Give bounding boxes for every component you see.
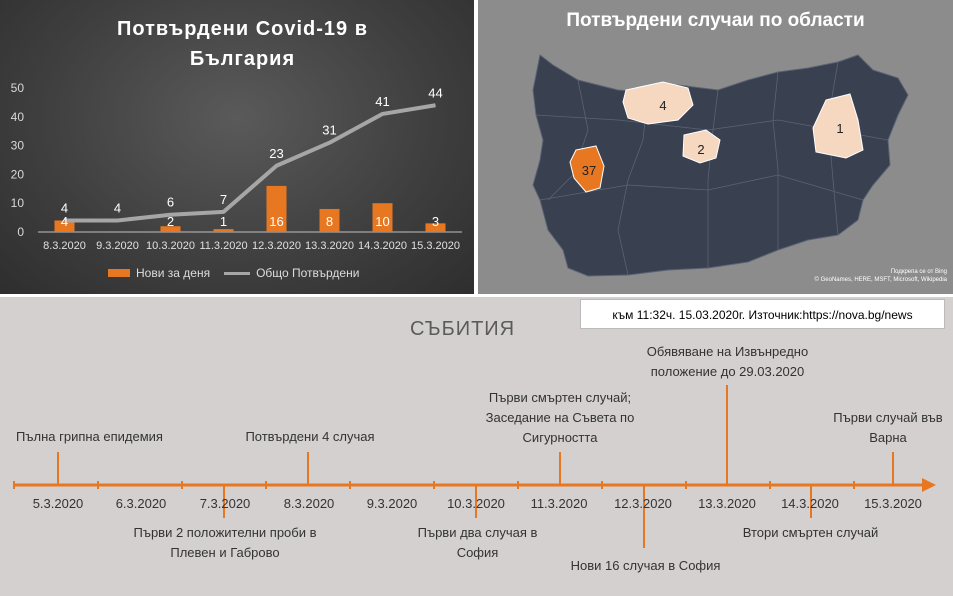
- map-label-pleven: 4: [659, 98, 666, 113]
- timeline-title: СЪБИТИЯ: [410, 318, 516, 340]
- new-data-label: 16: [269, 214, 283, 229]
- total-data-label: 44: [428, 85, 442, 100]
- x-tick-label: 15.3.2020: [411, 240, 460, 252]
- event-label: Първи 2 положителни проби в Плевен и Габ…: [133, 525, 317, 560]
- total-data-label: 6: [167, 195, 174, 210]
- map-panel: Потвърдени случаи по области 4 2 1 37 По…: [478, 0, 953, 294]
- map-credit-line1: Подкрепа се от Bing: [890, 269, 947, 275]
- legend-item-total: Общо Потвърдени: [224, 266, 359, 280]
- new-data-label: 3: [432, 214, 439, 229]
- legend-item-new: Нови за деня: [108, 266, 210, 280]
- region-sofia: [569, 145, 605, 193]
- y-tick-label: 40: [11, 110, 25, 124]
- bar-new-cases: [160, 226, 181, 232]
- x-tick-label: 8.3.2020: [43, 240, 86, 252]
- map-label-sofia: 37: [582, 163, 596, 178]
- event-label: Потвърдени 4 случая: [245, 429, 375, 444]
- region-varna: [812, 93, 864, 159]
- event-label: Първи два случая в София: [417, 525, 538, 560]
- timeline-date: 14.3.2020: [781, 496, 839, 511]
- timeline-date: 8.3.2020: [283, 496, 335, 511]
- x-tick-label: 14.3.2020: [358, 240, 407, 252]
- timeline-date: 13.3.2020: [698, 496, 756, 511]
- total-data-label: 31: [322, 123, 336, 138]
- bar-new-cases: [319, 208, 340, 232]
- timeline-date: 12.3.2020: [614, 496, 672, 511]
- timeline-date: 15.3.2020: [864, 496, 922, 511]
- new-data-label: 2: [167, 214, 174, 229]
- bar-new-cases: [425, 223, 446, 232]
- x-tick-label: 10.3.2020: [146, 240, 195, 252]
- new-data-label: 1: [220, 214, 227, 229]
- new-data-label: 4: [61, 214, 68, 229]
- new-data-label: 8: [326, 214, 333, 229]
- bar-new-cases: [372, 203, 393, 232]
- event-label: Нови 16 случая в София: [570, 558, 721, 573]
- region-gabrovo: [682, 129, 721, 164]
- map-credit-line2: © GeoNames, HERE, MSFT, Microsoft, Wikip…: [814, 277, 947, 283]
- bulgaria-map: 4 2 1 37: [532, 54, 909, 277]
- legend-swatch-bar: [108, 269, 130, 277]
- chart-title: Потвърдени Covid-19 в България: [116, 18, 369, 70]
- region-pleven: [622, 81, 694, 125]
- event-label: Втори смъртен случай: [742, 525, 879, 540]
- event-label: Първи смъртен случай; Заседание на Съвет…: [485, 390, 635, 445]
- bar-new-cases: [266, 185, 287, 232]
- y-tick-label: 0: [17, 225, 24, 239]
- source-note: към 11:32ч. 15.03.2020г. Източник:https:…: [580, 299, 945, 329]
- total-data-label: 7: [220, 192, 227, 207]
- chart-legend: Нови за деня Общо Потвърдени: [108, 266, 359, 280]
- timeline-date: 9.3.2020: [366, 496, 418, 511]
- timeline-date: 7.3.2020: [199, 496, 251, 511]
- map-title: Потвърдени случаи по области: [566, 10, 865, 31]
- legend-label-new: Нови за деня: [136, 266, 211, 280]
- legend-swatch-line: [224, 271, 251, 275]
- y-tick-label: 20: [11, 167, 25, 181]
- map-label-gabrovo: 2: [697, 142, 704, 157]
- y-tick-label: 30: [11, 139, 25, 153]
- event-label: Първи случай във Варна: [833, 410, 943, 445]
- x-tick-label: 9.3.2020: [96, 240, 139, 252]
- timeline-date: 10.3.2020: [447, 496, 505, 511]
- event-label: Пълна грипна епидемия: [16, 429, 163, 444]
- covid-chart: 0 10 20 30 40 50 8.3.2020 9.3.2020 10.3.2020 11.3…: [11, 81, 462, 252]
- total-data-label: 4: [114, 200, 121, 215]
- timeline-panel: [0, 297, 953, 596]
- event-label: Обявяване на Извънредно положение до 29.…: [646, 344, 809, 379]
- timeline-date: 11.3.2020: [530, 496, 588, 511]
- bar-new-cases: [213, 229, 234, 232]
- line-total-confirmed: [64, 103, 436, 223]
- map-credit: Подкрепа се от Bing © GeoNames, HERE, MS…: [815, 268, 947, 284]
- y-tick-label: 50: [11, 81, 25, 95]
- map-label-varna: 1: [836, 121, 843, 136]
- timeline-date: 5.3.2020: [32, 496, 84, 511]
- chart-panel: Потвърдени Covid-19 в България 0 10 20 30 40…: [0, 0, 474, 294]
- total-data-label: 4: [61, 200, 68, 215]
- timeline-date: 6.3.2020: [115, 496, 167, 511]
- y-tick-label: 10: [11, 196, 25, 210]
- x-tick-label: 13.3.2020: [305, 240, 354, 252]
- total-data-label: 41: [375, 94, 389, 109]
- legend-label-total: Общо Потвърдени: [256, 266, 360, 280]
- bar-new-cases: [54, 220, 75, 232]
- x-tick-label: 11.3.2020: [199, 240, 247, 252]
- x-tick-label: 12.3.2020: [252, 240, 301, 252]
- new-data-label: 10: [375, 214, 389, 229]
- total-data-label: 23: [269, 146, 283, 161]
